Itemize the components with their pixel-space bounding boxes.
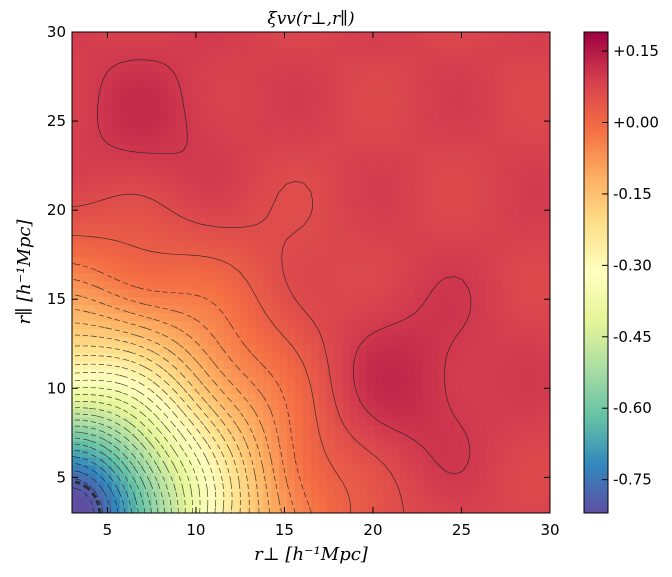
heatmap [72,32,550,513]
negative-contour [72,387,201,513]
x-axis-label: r⊥ [h⁻¹Mpc] [254,544,369,565]
positive-contour [97,59,472,475]
x-axis: 5 10 15 20 25 30 [103,32,560,539]
colorbar-tick-label: -0.75 [613,471,652,489]
negative-contour [72,308,271,513]
positive-contour [72,180,405,513]
x-tick-label: 15 [275,521,294,539]
negative-contour [72,462,119,513]
negative-contour [72,479,102,513]
negative-contour [72,363,225,513]
negative-contour [72,334,250,513]
negative-contour [72,456,126,513]
colorbar-tick-label: +0.00 [613,113,659,131]
negative-contour [72,345,241,513]
y-tick-label: 30 [47,23,66,41]
x-tick-label: 30 [540,521,559,539]
negative-contour [72,263,312,513]
plot-frame [71,31,551,514]
colorbar [583,31,609,514]
positive-contour [72,235,352,513]
negative-contour [72,379,209,513]
x-tick-label: 5 [103,521,113,539]
negative-contour [72,478,104,513]
colorbar-tick-label: -0.45 [613,328,652,346]
negative-contour [72,431,152,513]
negative-contour [72,470,112,513]
colorbar-tick-label: +0.15 [613,42,659,60]
negative-contour [72,449,133,513]
contour-lines [72,59,472,513]
colorbar-tick-label: -0.15 [613,185,652,203]
y-axis-label: r∥ [h⁻¹Mpc] [14,219,35,325]
colorbar-tick-label: -0.30 [613,256,652,274]
y-tick-label: 20 [47,201,66,219]
colorbar-ticks: +0.15 +0.00 -0.15 -0.30 -0.45 -0.60 -0.75 [602,42,659,489]
negative-contour [72,443,139,513]
colorbar-tick-label: -0.60 [613,399,652,417]
y-tick-label: 15 [47,290,66,308]
negative-contour [72,400,186,513]
x-tick-label: 25 [452,521,471,539]
y-tick-label: 5 [56,468,66,486]
negative-contour [72,407,179,513]
y-tick-label: 10 [47,379,66,397]
chart-title: ξvv(r⊥,r∥) [267,9,354,29]
negative-contour [72,419,166,513]
negative-contour [72,372,217,513]
negative-contour [72,487,95,513]
negative-contour [72,294,283,513]
negative-contour [72,355,233,513]
x-tick-label: 20 [363,521,382,539]
negative-contour [72,394,193,513]
x-tick-label: 10 [186,521,205,539]
y-axis: 5 10 15 20 25 30 [47,23,550,486]
negative-contour [72,437,146,513]
negative-contour [72,278,296,513]
negative-contour [72,425,159,513]
y-tick-label: 25 [47,112,66,130]
negative-contour [72,413,172,513]
negative-contour [72,322,260,513]
